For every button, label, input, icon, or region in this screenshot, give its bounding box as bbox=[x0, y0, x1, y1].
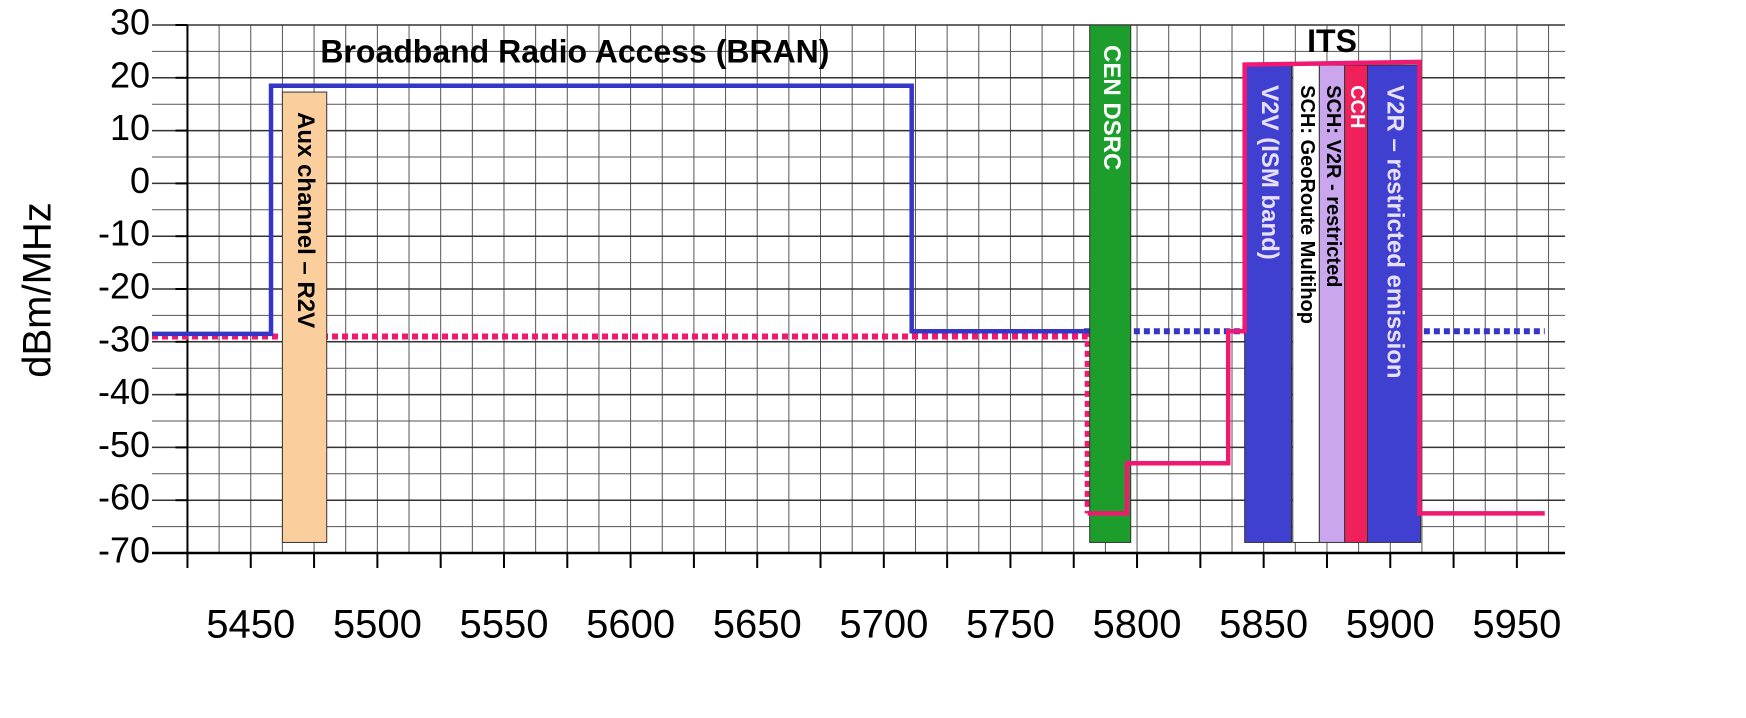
series-line bbox=[152, 83, 1084, 337]
x-tick-label: 5600 bbox=[586, 603, 675, 647]
y-tick-label: -20 bbox=[98, 266, 150, 307]
x-tick-label: 5700 bbox=[839, 603, 928, 647]
y-tick-label: -30 bbox=[98, 318, 150, 359]
y-tick-label: -10 bbox=[98, 213, 150, 254]
band-label: V2V (ISM band) bbox=[1256, 85, 1283, 260]
x-tick-label: 5550 bbox=[459, 603, 548, 647]
series-line bbox=[152, 333, 1091, 514]
x-tick-label: 5950 bbox=[1472, 603, 1561, 647]
x-tick-label: 5750 bbox=[966, 603, 1055, 647]
y-tick-label: -40 bbox=[98, 371, 150, 412]
x-tick-label: 5900 bbox=[1346, 603, 1435, 647]
band bbox=[1089, 24, 1132, 543]
y-tick-label: 20 bbox=[110, 54, 150, 95]
annotation: ITS bbox=[1307, 23, 1357, 59]
x-tick-label: 5450 bbox=[206, 603, 295, 647]
y-tick-label: 0 bbox=[130, 160, 150, 201]
band-label: CCH bbox=[1346, 85, 1368, 128]
x-tick-label: 5800 bbox=[1093, 603, 1182, 647]
band-label: Aux channel – R2V bbox=[292, 112, 319, 328]
y-tick-label: -60 bbox=[98, 477, 150, 518]
y-tick-label: 10 bbox=[110, 107, 150, 148]
y-axis-label: dBm/MHz bbox=[16, 202, 60, 378]
band-label: SCH: GeoRoute Multihop bbox=[1296, 85, 1318, 324]
band-label: V2R – restricted emission bbox=[1382, 85, 1409, 378]
annotation: Broadband Radio Access (BRAN) bbox=[320, 33, 829, 69]
y-tick-label: -70 bbox=[98, 530, 150, 571]
band bbox=[1366, 64, 1422, 543]
series-line bbox=[1087, 59, 1545, 516]
x-tick-label: 5500 bbox=[333, 603, 422, 647]
y-tick-label: -50 bbox=[98, 424, 150, 465]
x-tick-label: 5650 bbox=[713, 603, 802, 647]
y-tick-label: 30 bbox=[110, 2, 150, 43]
band bbox=[1344, 64, 1368, 543]
band-label: CEN DSRC bbox=[1098, 45, 1125, 170]
band-label: SCH: V2R - restricted bbox=[1322, 85, 1344, 287]
x-tick-label: 5850 bbox=[1219, 603, 1308, 647]
band bbox=[281, 91, 328, 543]
band bbox=[1292, 64, 1320, 543]
